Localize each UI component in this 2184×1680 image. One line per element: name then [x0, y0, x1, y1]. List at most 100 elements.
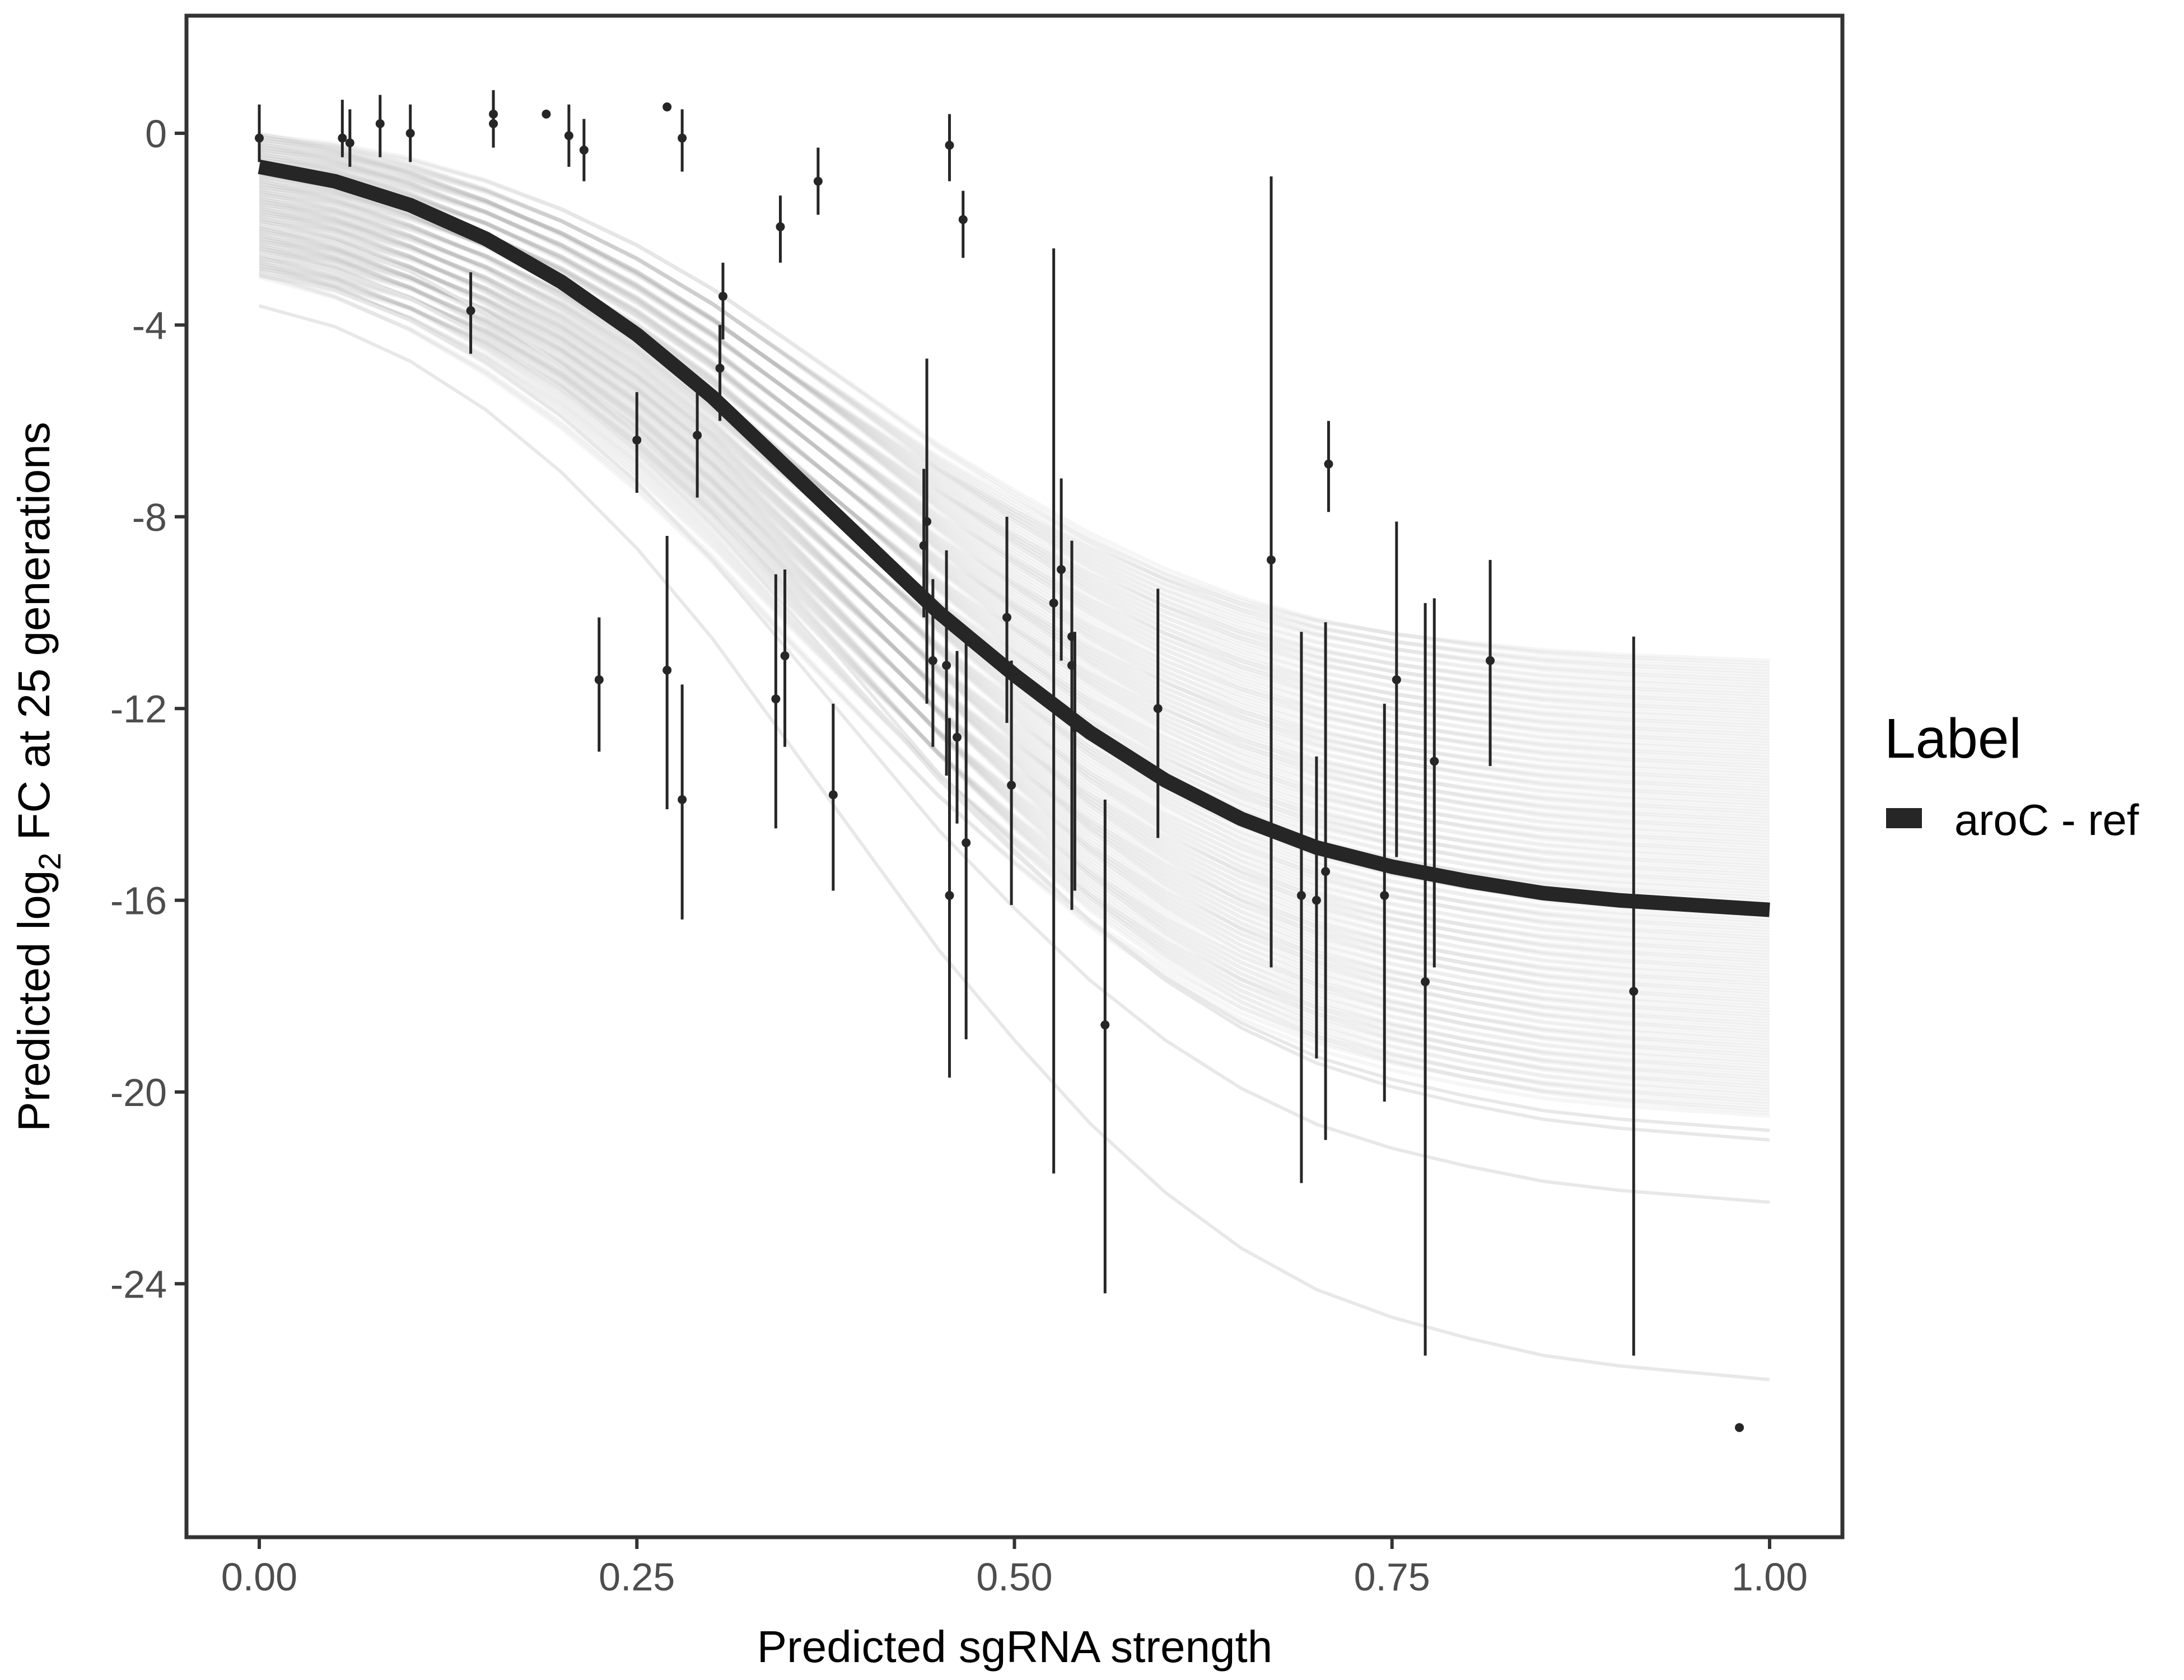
y-tick-label: 0 [145, 112, 167, 156]
posterior-draw-line [259, 256, 1770, 1058]
data-point [1486, 559, 1495, 766]
posterior-draw-line [259, 188, 1770, 843]
posterior-draw-line [259, 251, 1770, 1044]
point-marker [962, 838, 971, 847]
posterior-draw-line [259, 158, 1770, 749]
data-point [662, 102, 672, 111]
posterior-draw-line [259, 135, 1770, 674]
posterior-draw-line [259, 213, 1770, 923]
data-point [945, 114, 954, 181]
y-tick-label: -24 [110, 1262, 167, 1306]
point-marker [922, 517, 932, 526]
posterior-draw-line [259, 237, 1770, 998]
posterior-draw-line [259, 131, 1770, 663]
posterior-draw-line [259, 259, 1770, 1067]
posterior-draw-line [259, 137, 1770, 680]
posterior-draw-line [259, 143, 1770, 700]
posterior-draw-line [259, 139, 1770, 689]
posterior-draw-line [259, 136, 1770, 677]
point-marker [1430, 757, 1439, 766]
posterior-draw-line [258, 222, 1770, 952]
posterior-draw-line [259, 155, 1770, 738]
point-marker [942, 661, 951, 670]
point-marker [1153, 704, 1163, 713]
x-tick-label: 0.00 [221, 1555, 297, 1599]
data-point [693, 377, 702, 498]
point-marker [771, 694, 781, 704]
legend-label-aroc-ref: aroC - ref [1954, 795, 2139, 844]
posterior-draw-line [259, 196, 1770, 869]
posterior-draw-line [259, 266, 1770, 1090]
posterior-draw-line [259, 228, 1770, 972]
posterior-draw-line [259, 141, 1770, 694]
point-marker [1100, 1020, 1110, 1030]
posterior-draw-line [259, 206, 1770, 898]
data-point [953, 651, 962, 824]
posterior-draw-line [259, 218, 1770, 938]
posterior-draw-line [259, 156, 1770, 740]
point-marker [594, 675, 604, 684]
legend: Label aroC - ref [1884, 707, 2139, 844]
point-marker [945, 891, 954, 900]
posterior-draw-line [258, 232, 1770, 983]
posterior-draw-line [259, 231, 1770, 978]
posterior-draw-line [259, 265, 1770, 1086]
posterior-draw-line [259, 269, 1770, 1098]
point-marker [466, 306, 475, 315]
posterior-draw-line [259, 241, 1770, 1012]
legend-key-aroc-ref [1886, 808, 1922, 828]
y-tick-label: -12 [110, 687, 167, 731]
point-marker [1070, 723, 1080, 732]
posterior-draw-line [259, 227, 1770, 967]
posterior-draw-line [259, 144, 1770, 703]
posterior-draw-line [259, 250, 1770, 1041]
data-point [1070, 632, 1080, 891]
data-point [1380, 703, 1389, 1102]
plot-panel-border [184, 13, 1845, 1539]
data-point [1002, 516, 1012, 723]
data-point [632, 392, 642, 493]
point-marker [693, 431, 702, 440]
posterior-draw-line [259, 247, 1770, 1029]
data-point [780, 569, 790, 747]
posterior-draw-line [259, 203, 1770, 889]
posterior-draw-line [259, 216, 1770, 932]
outlier-draw-line [259, 251, 1770, 1132]
posterior-draw-line [259, 262, 1770, 1075]
data-point [771, 574, 781, 829]
data-point [958, 190, 968, 258]
data-point [338, 100, 347, 157]
x-axis-title: Predicted sgRNA strength [757, 1622, 1272, 1672]
posterior-draw-line [259, 236, 1770, 995]
point-marker [564, 131, 573, 141]
data-point [715, 325, 725, 421]
posterior-draw-line [259, 214, 1770, 926]
posterior-draw-line [259, 240, 1770, 1009]
posterior-draw-line [259, 219, 1770, 941]
posterior-draw-line [259, 194, 1770, 864]
data-point [542, 109, 551, 119]
posterior-draw-line [259, 220, 1770, 944]
data-point [1100, 799, 1110, 1294]
point-marker [579, 145, 589, 155]
point-marker [678, 133, 687, 143]
legend-title: Label [1884, 707, 2022, 770]
posterior-draw-line [259, 230, 1770, 975]
posterior-draw-line [259, 253, 1770, 1049]
data-point [922, 358, 932, 704]
posterior-draw-line [259, 231, 1770, 981]
x-axis: 0.00 0.25 0.50 0.75 1.00 [221, 1539, 1808, 1599]
posterior-draw-line [259, 163, 1770, 763]
posterior-draw-line [259, 142, 1770, 697]
posterior-draw-line [259, 153, 1770, 734]
point-marker [1007, 781, 1016, 790]
plot-area [255, 90, 1770, 1432]
x-tick-label: 1.00 [1732, 1555, 1808, 1599]
point-marker [1002, 613, 1012, 622]
point-marker [1629, 987, 1639, 996]
point-marker [1057, 564, 1066, 574]
fit-curve-aroc-ref [258, 160, 1770, 917]
data-point [945, 718, 954, 1078]
data-point [1049, 248, 1058, 1174]
posterior-draw-line [259, 162, 1770, 760]
